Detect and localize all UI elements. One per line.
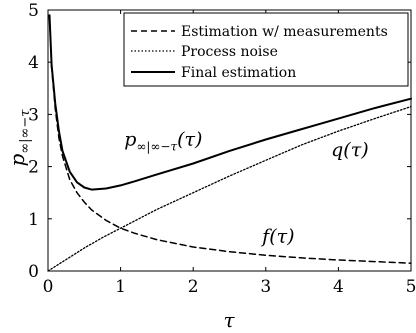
annotation-label: q(τ) [331, 139, 369, 161]
annotations: p∞|∞−τ(τ) q(τ) f(τ) [124, 129, 368, 248]
legend-box [123, 12, 409, 87]
x-tick-label: 4 [333, 277, 344, 297]
svg-text:p∞|∞−τ: p∞|∞−τ [5, 109, 33, 167]
y-axis-ticks: 0 1 2 3 4 5 [28, 1, 411, 282]
y-tick-label: 3 [28, 105, 39, 125]
annotation-label: f(τ) [260, 225, 294, 247]
plot-frame [47, 9, 412, 272]
legend-entry-final: Final estimation [181, 65, 296, 81]
series-line-dashed [48, 14, 412, 264]
series-layer [47, 14, 412, 272]
y-tick-label: 0 [28, 262, 39, 282]
y-axis-label-base: p [5, 153, 29, 166]
x-tick-label: 3 [260, 277, 271, 297]
legend: Estimation w/ measurements Process noise… [123, 12, 409, 87]
series-line-solid [48, 14, 412, 191]
x-tick-label: 2 [188, 277, 199, 297]
plot-area: 0 1 2 3 4 5 0 1 2 3 4 5 p∞|∞−τ(τ) q(τ) f(τ) [28, 1, 416, 297]
series-line-dotted [47, 105, 412, 272]
y-tick-label: 4 [28, 53, 39, 73]
y-axis-label: p∞|∞−τ [5, 109, 33, 167]
legend-entry-estimation: Estimation w/ measurements [181, 24, 388, 40]
annotation-label: p∞|∞−τ(τ) [124, 129, 202, 154]
x-axis-label: τ [223, 308, 235, 332]
y-tick-label: 2 [28, 158, 39, 178]
y-tick-label: 1 [28, 210, 39, 230]
y-tick-label: 5 [28, 1, 39, 21]
x-tick-label: 1 [115, 277, 126, 297]
y-axis-label-subscript: ∞|∞−τ [18, 109, 33, 154]
legend-entry-process-noise: Process noise [181, 44, 278, 60]
x-tick-label: 5 [406, 277, 416, 297]
x-tick-label: 0 [43, 277, 54, 297]
